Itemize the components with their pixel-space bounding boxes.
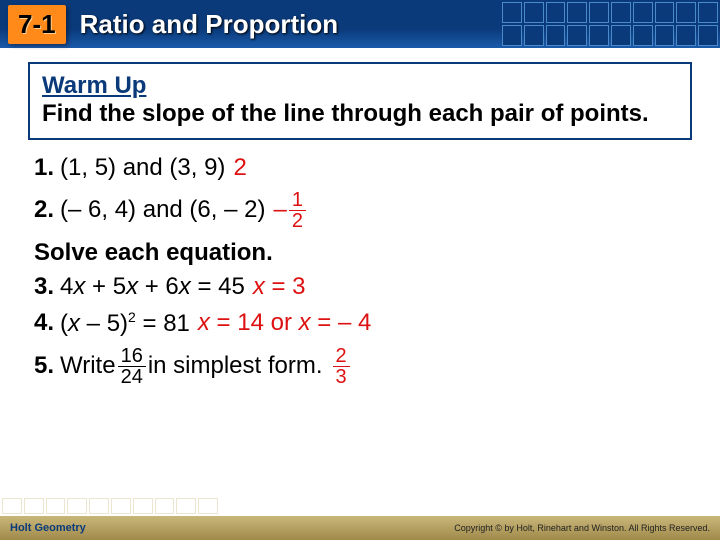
section-number-badge: 7-1 [8, 5, 66, 44]
problem-text-a: Write [60, 352, 116, 380]
problem-1: 1. (1, 5) and (3, 9) 2 [34, 154, 686, 182]
footer-grid-decoration [0, 496, 220, 516]
lesson-title: Ratio and Proportion [80, 9, 339, 40]
problem-answer: 2 [233, 154, 246, 182]
problem-text: 4x + 5x + 6x = 45 [60, 273, 245, 301]
problem-5: 5. Write 16 24 in simplest form. 2 3 [34, 346, 686, 387]
problem-number: 1. [34, 154, 54, 182]
problem-2: 2. (– 6, 4) and (6, – 2) – 1 2 [34, 190, 686, 231]
problem-number: 3. [34, 273, 54, 301]
problem-text: (– 6, 4) and (6, – 2) [60, 196, 265, 224]
warmup-box: Warm Up Find the slope of the line throu… [28, 62, 692, 140]
fraction-numerator: 2 [333, 346, 350, 367]
answer-fraction: 1 2 [289, 190, 306, 231]
footer-book-title: Holt Geometry [10, 522, 86, 534]
problem-number: 4. [34, 309, 54, 337]
answer-fraction: 2 3 [333, 346, 350, 387]
problem-4: 4. (x – 5)2 = 81 x = 14 or x = – 4 [34, 309, 686, 338]
problem-text: (x – 5)2 = 81 [60, 309, 190, 338]
answer-sign: – [273, 195, 286, 222]
problem-answer: – 1 2 [273, 190, 307, 231]
fraction-numerator: 1 [289, 190, 306, 211]
fraction-denominator: 2 [289, 211, 306, 231]
slide-header: 7-1 Ratio and Proportion [0, 0, 720, 48]
fraction-denominator: 24 [118, 367, 146, 387]
solve-subheading: Solve each equation. [34, 239, 686, 267]
problem-number: 2. [34, 196, 54, 224]
warmup-heading: Warm Up [42, 72, 678, 100]
problem-text-b: in simplest form. [148, 352, 323, 380]
problems-area: 1. (1, 5) and (3, 9) 2 2. (– 6, 4) and (… [34, 154, 686, 387]
footer-copyright: Copyright © by Holt, Rinehart and Winsto… [454, 523, 710, 533]
fraction-denominator: 3 [333, 367, 350, 387]
problem-answer: x = 3 [253, 273, 306, 301]
slide-footer: Holt Geometry Copyright © by Holt, Rineh… [0, 516, 720, 540]
problem-number: 5. [34, 352, 54, 380]
header-grid-decoration [500, 0, 720, 48]
warmup-instruction: Find the slope of the line through each … [42, 100, 678, 128]
problem-answer: x = 14 or x = – 4 [198, 309, 371, 337]
fraction-numerator: 16 [118, 346, 146, 367]
problem-answer: 2 3 [331, 346, 352, 387]
problem-text: (1, 5) and (3, 9) [60, 154, 225, 182]
problem-3: 3. 4x + 5x + 6x = 45 x = 3 [34, 273, 686, 301]
input-fraction: 16 24 [118, 346, 146, 387]
